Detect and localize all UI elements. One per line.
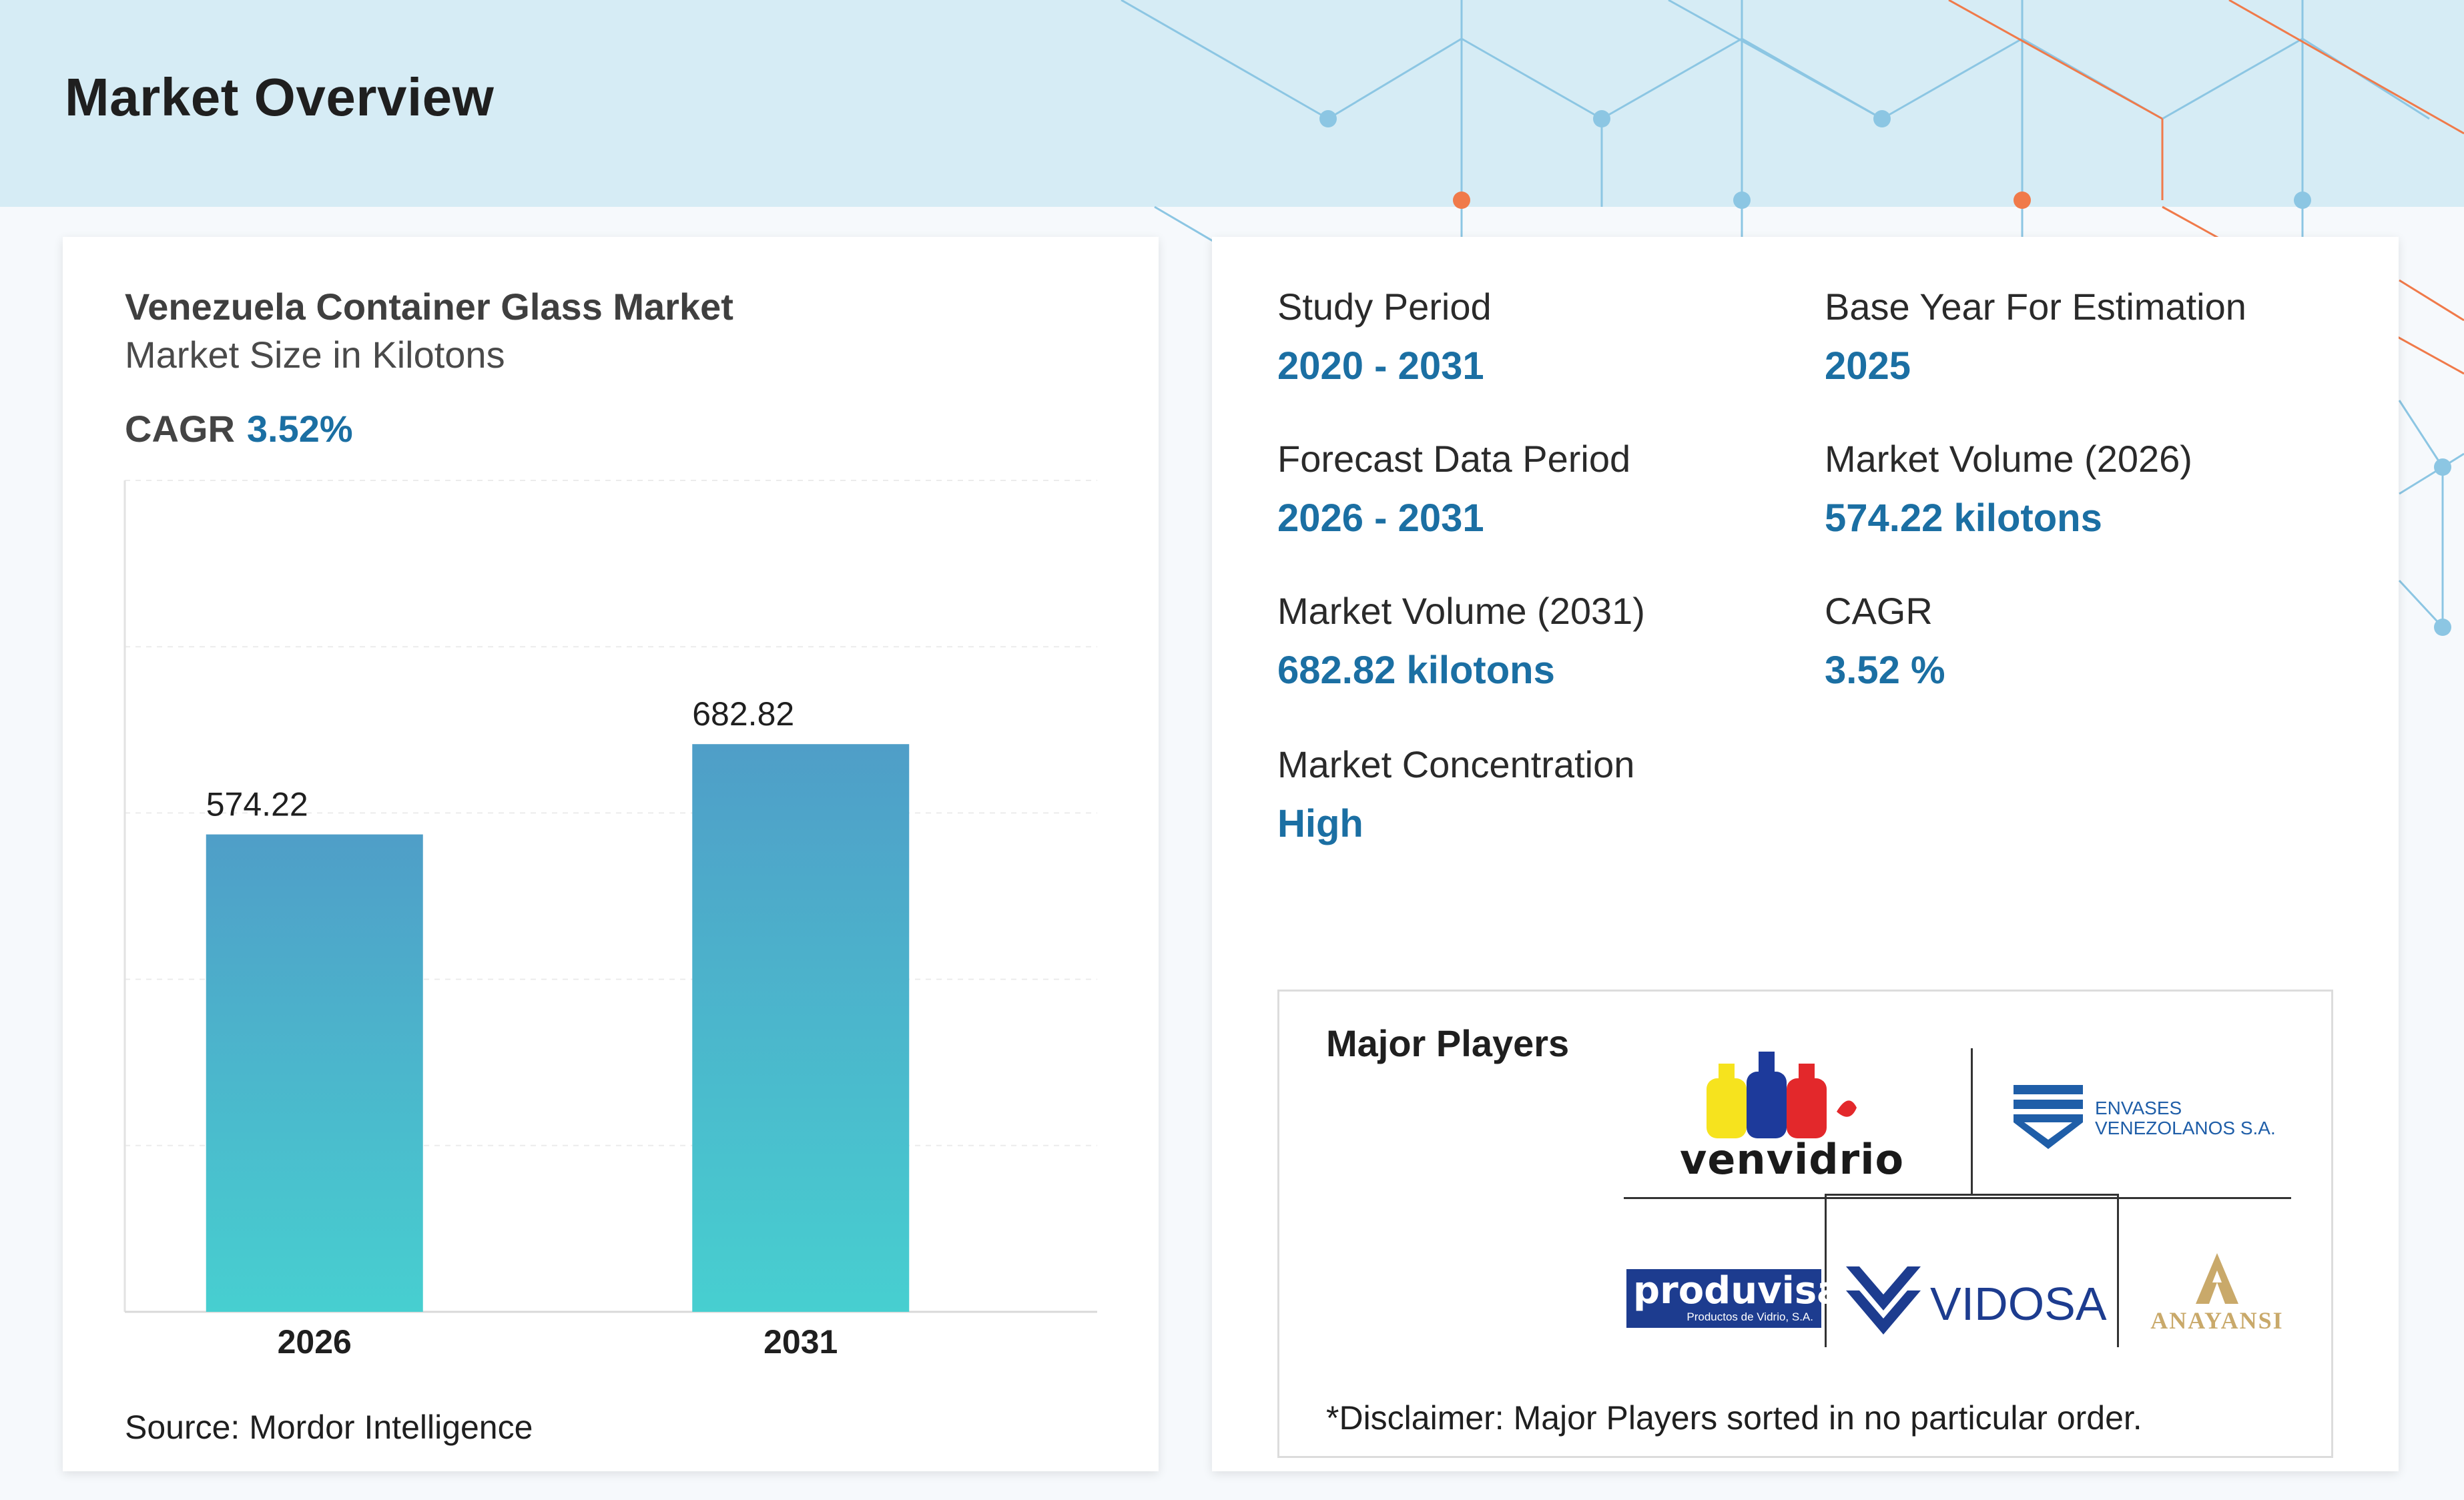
market-volume-2026-label: Market Volume (2026) [1825, 438, 2192, 480]
market-volume-2026-value: 574.22 kilotons [1825, 496, 2102, 540]
base-year-value: 2025 [1825, 344, 1911, 388]
market-volume-2031-label: Market Volume (2031) [1277, 590, 1645, 632]
logo-divider [1971, 1048, 1973, 1195]
bar-value-label: 574.22 [206, 786, 308, 823]
logo-divider [1825, 1194, 1827, 1347]
study-period-label: Study Period [1277, 286, 1492, 328]
forecast-period-value: 2026 - 2031 [1277, 496, 1484, 540]
anayansi-wordmark: ANAYANSI [2150, 1307, 2284, 1334]
anayansi-logo: ANAYANSI [2140, 1252, 2294, 1339]
envases-text-line2: VENEZOLANOS S.A. [2095, 1118, 2276, 1138]
cagr-stat-value: 3.52 % [1825, 649, 1945, 692]
market-concentration-value: High [1277, 802, 1363, 845]
vidosa-logo: VIDOSA [1843, 1264, 2110, 1337]
cagr-stat-label: CAGR [1825, 590, 1933, 632]
market-stats-card: Study Period 2020 - 2031 Base Year For E… [1212, 237, 2399, 1471]
x-tick-label: 2031 [763, 1323, 838, 1361]
logo-divider [2117, 1194, 2119, 1347]
source-text: Source: Mordor Intelligence [125, 1409, 533, 1446]
vidosa-v-icon [1846, 1266, 1921, 1335]
chart-subtitle: Market Size in Kilotons [125, 334, 505, 376]
market-volume-2031-value: 682.82 kilotons [1277, 649, 1555, 692]
logo-divider [1825, 1194, 2119, 1196]
major-players-box: Major Players venvidrio [1277, 990, 2333, 1458]
envases-text-line1: ENVASES [2095, 1098, 2182, 1118]
bar-2026 [206, 834, 423, 1312]
market-size-chart-card: Venezuela Container Glass Market Market … [63, 237, 1159, 1471]
produvisa-logo: produvisa Productos de Vidrio, S.A. [1626, 1269, 1842, 1328]
base-year-label: Base Year For Estimation [1825, 286, 2246, 328]
logo-divider [1624, 1197, 2291, 1199]
envases-venezolanos-logo: ENVASES VENEZOLANOS S.A. [2014, 1085, 2307, 1158]
major-players-title: Major Players [1326, 1022, 1570, 1064]
venvidrio-bottles-icon [1707, 1052, 1857, 1138]
bar-2031 [692, 744, 910, 1312]
page-title: Market Overview [65, 67, 495, 127]
venvidrio-wordmark: venvidrio [1680, 1135, 1905, 1184]
x-tick-label: 2026 [278, 1323, 352, 1361]
forecast-period-label: Forecast Data Period [1277, 438, 1631, 480]
envases-shield-icon [2014, 1085, 2083, 1149]
produvisa-subtext: Productos de Vidrio, S.A. [1686, 1310, 1813, 1323]
study-period-value: 2020 - 2031 [1277, 344, 1484, 388]
cagr-row: CAGR 3.52% [125, 407, 353, 450]
venvidrio-logo: venvidrio [1680, 1052, 1920, 1185]
chart-title: Venezuela Container Glass Market [125, 286, 733, 328]
cagr-label: CAGR [125, 408, 235, 450]
vidosa-wordmark: VIDOSA [1930, 1278, 2107, 1330]
market-concentration-label: Market Concentration [1277, 743, 1635, 785]
bar-chart: 574.22 2026 682.82 2031 [123, 480, 1097, 1361]
produvisa-wordmark: produvisa [1633, 1269, 1842, 1312]
major-players-disclaimer: *Disclaimer: Major Players sorted in no … [1326, 1399, 2142, 1437]
bar-value-label: 682.82 [692, 695, 794, 733]
cagr-value: 3.52% [246, 408, 353, 450]
anayansi-emblem-icon [2196, 1253, 2238, 1304]
